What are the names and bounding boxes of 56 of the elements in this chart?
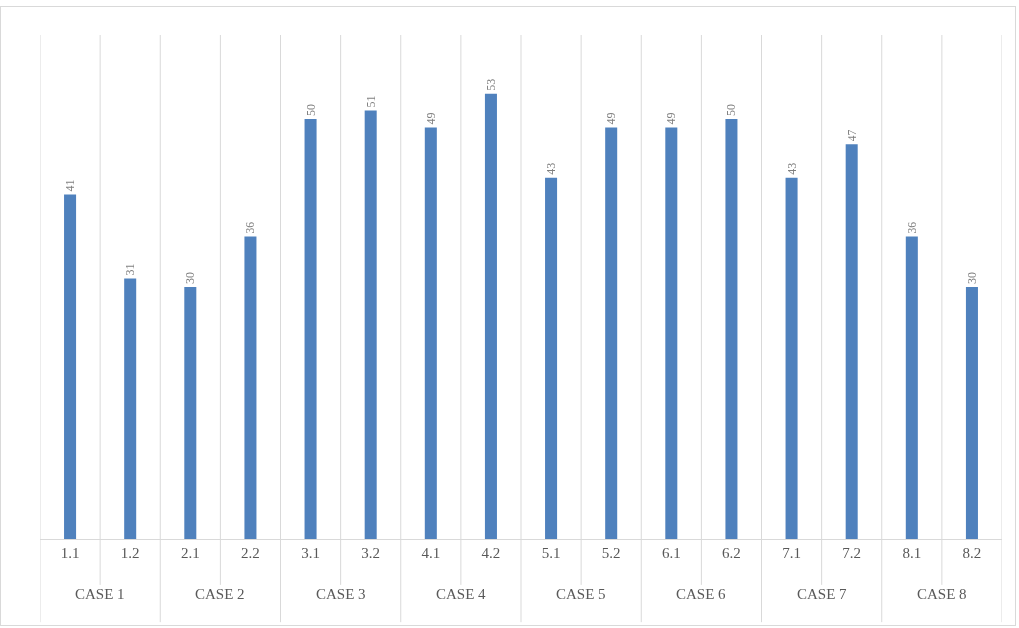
- data-label: 30: [183, 271, 198, 284]
- x-tick-label: 6.1: [661, 545, 681, 561]
- data-label: 49: [664, 112, 679, 125]
- x-tick-label: 5.2: [601, 545, 621, 561]
- text: CASE 7: [797, 586, 848, 602]
- data-label: 50: [724, 103, 739, 116]
- bar: [244, 236, 257, 539]
- x-tick-label: 8.1: [902, 545, 922, 561]
- data-label: 50: [303, 103, 318, 116]
- x-tick-label: 8.2: [962, 545, 982, 561]
- x-tick-label: 1.1: [60, 545, 80, 561]
- bar: [424, 127, 437, 539]
- text: CASE 3: [316, 586, 366, 602]
- bar: [785, 177, 798, 539]
- bar: [545, 177, 558, 539]
- text: CASE 6: [676, 586, 727, 602]
- text: CASE 4: [436, 586, 487, 602]
- data-label: 51: [363, 95, 378, 108]
- x-tick-label: 2.1: [180, 545, 200, 561]
- bar: [905, 236, 918, 539]
- text: CASE 8: [917, 586, 967, 602]
- data-label: 43: [544, 162, 559, 175]
- x-tick-label: 4.2: [481, 545, 501, 561]
- data-label: 41: [63, 179, 78, 192]
- x-tick-label: 7.2: [842, 545, 862, 561]
- bar: [364, 110, 377, 539]
- data-label: 43: [784, 162, 799, 175]
- data-label: 47: [845, 129, 859, 142]
- x-tick-label: 7.1: [782, 545, 801, 561]
- bar: [64, 194, 77, 539]
- x-tick-label: 1.2: [120, 545, 140, 561]
- data-label: 36: [244, 221, 258, 234]
- bar: [605, 127, 618, 539]
- data-label: 49: [604, 112, 619, 125]
- text: CASE 1: [75, 586, 125, 602]
- bar: [184, 287, 197, 539]
- bar: [665, 127, 678, 539]
- data-label: 30: [964, 271, 979, 284]
- bar: [484, 93, 497, 539]
- x-tick-label: 2.2: [241, 545, 260, 561]
- text: CASE 2: [195, 586, 245, 602]
- bar: [965, 287, 978, 539]
- bar: [845, 144, 858, 539]
- text: CASE 5: [556, 586, 606, 602]
- x-tick-label: 6.2: [722, 545, 741, 561]
- bar: [124, 278, 137, 539]
- data-label: 31: [123, 263, 138, 276]
- bar: [304, 119, 317, 539]
- data-label: 49: [423, 112, 438, 125]
- bar: [725, 119, 738, 539]
- x-tick-label: 3.2: [361, 545, 381, 561]
- data-label: 36: [905, 221, 919, 234]
- x-tick-label: 3.1: [301, 545, 320, 561]
- data-label: 53: [483, 78, 498, 91]
- x-tick-label: 4.1: [421, 545, 441, 561]
- x-tick-label: 5.1: [541, 545, 561, 561]
